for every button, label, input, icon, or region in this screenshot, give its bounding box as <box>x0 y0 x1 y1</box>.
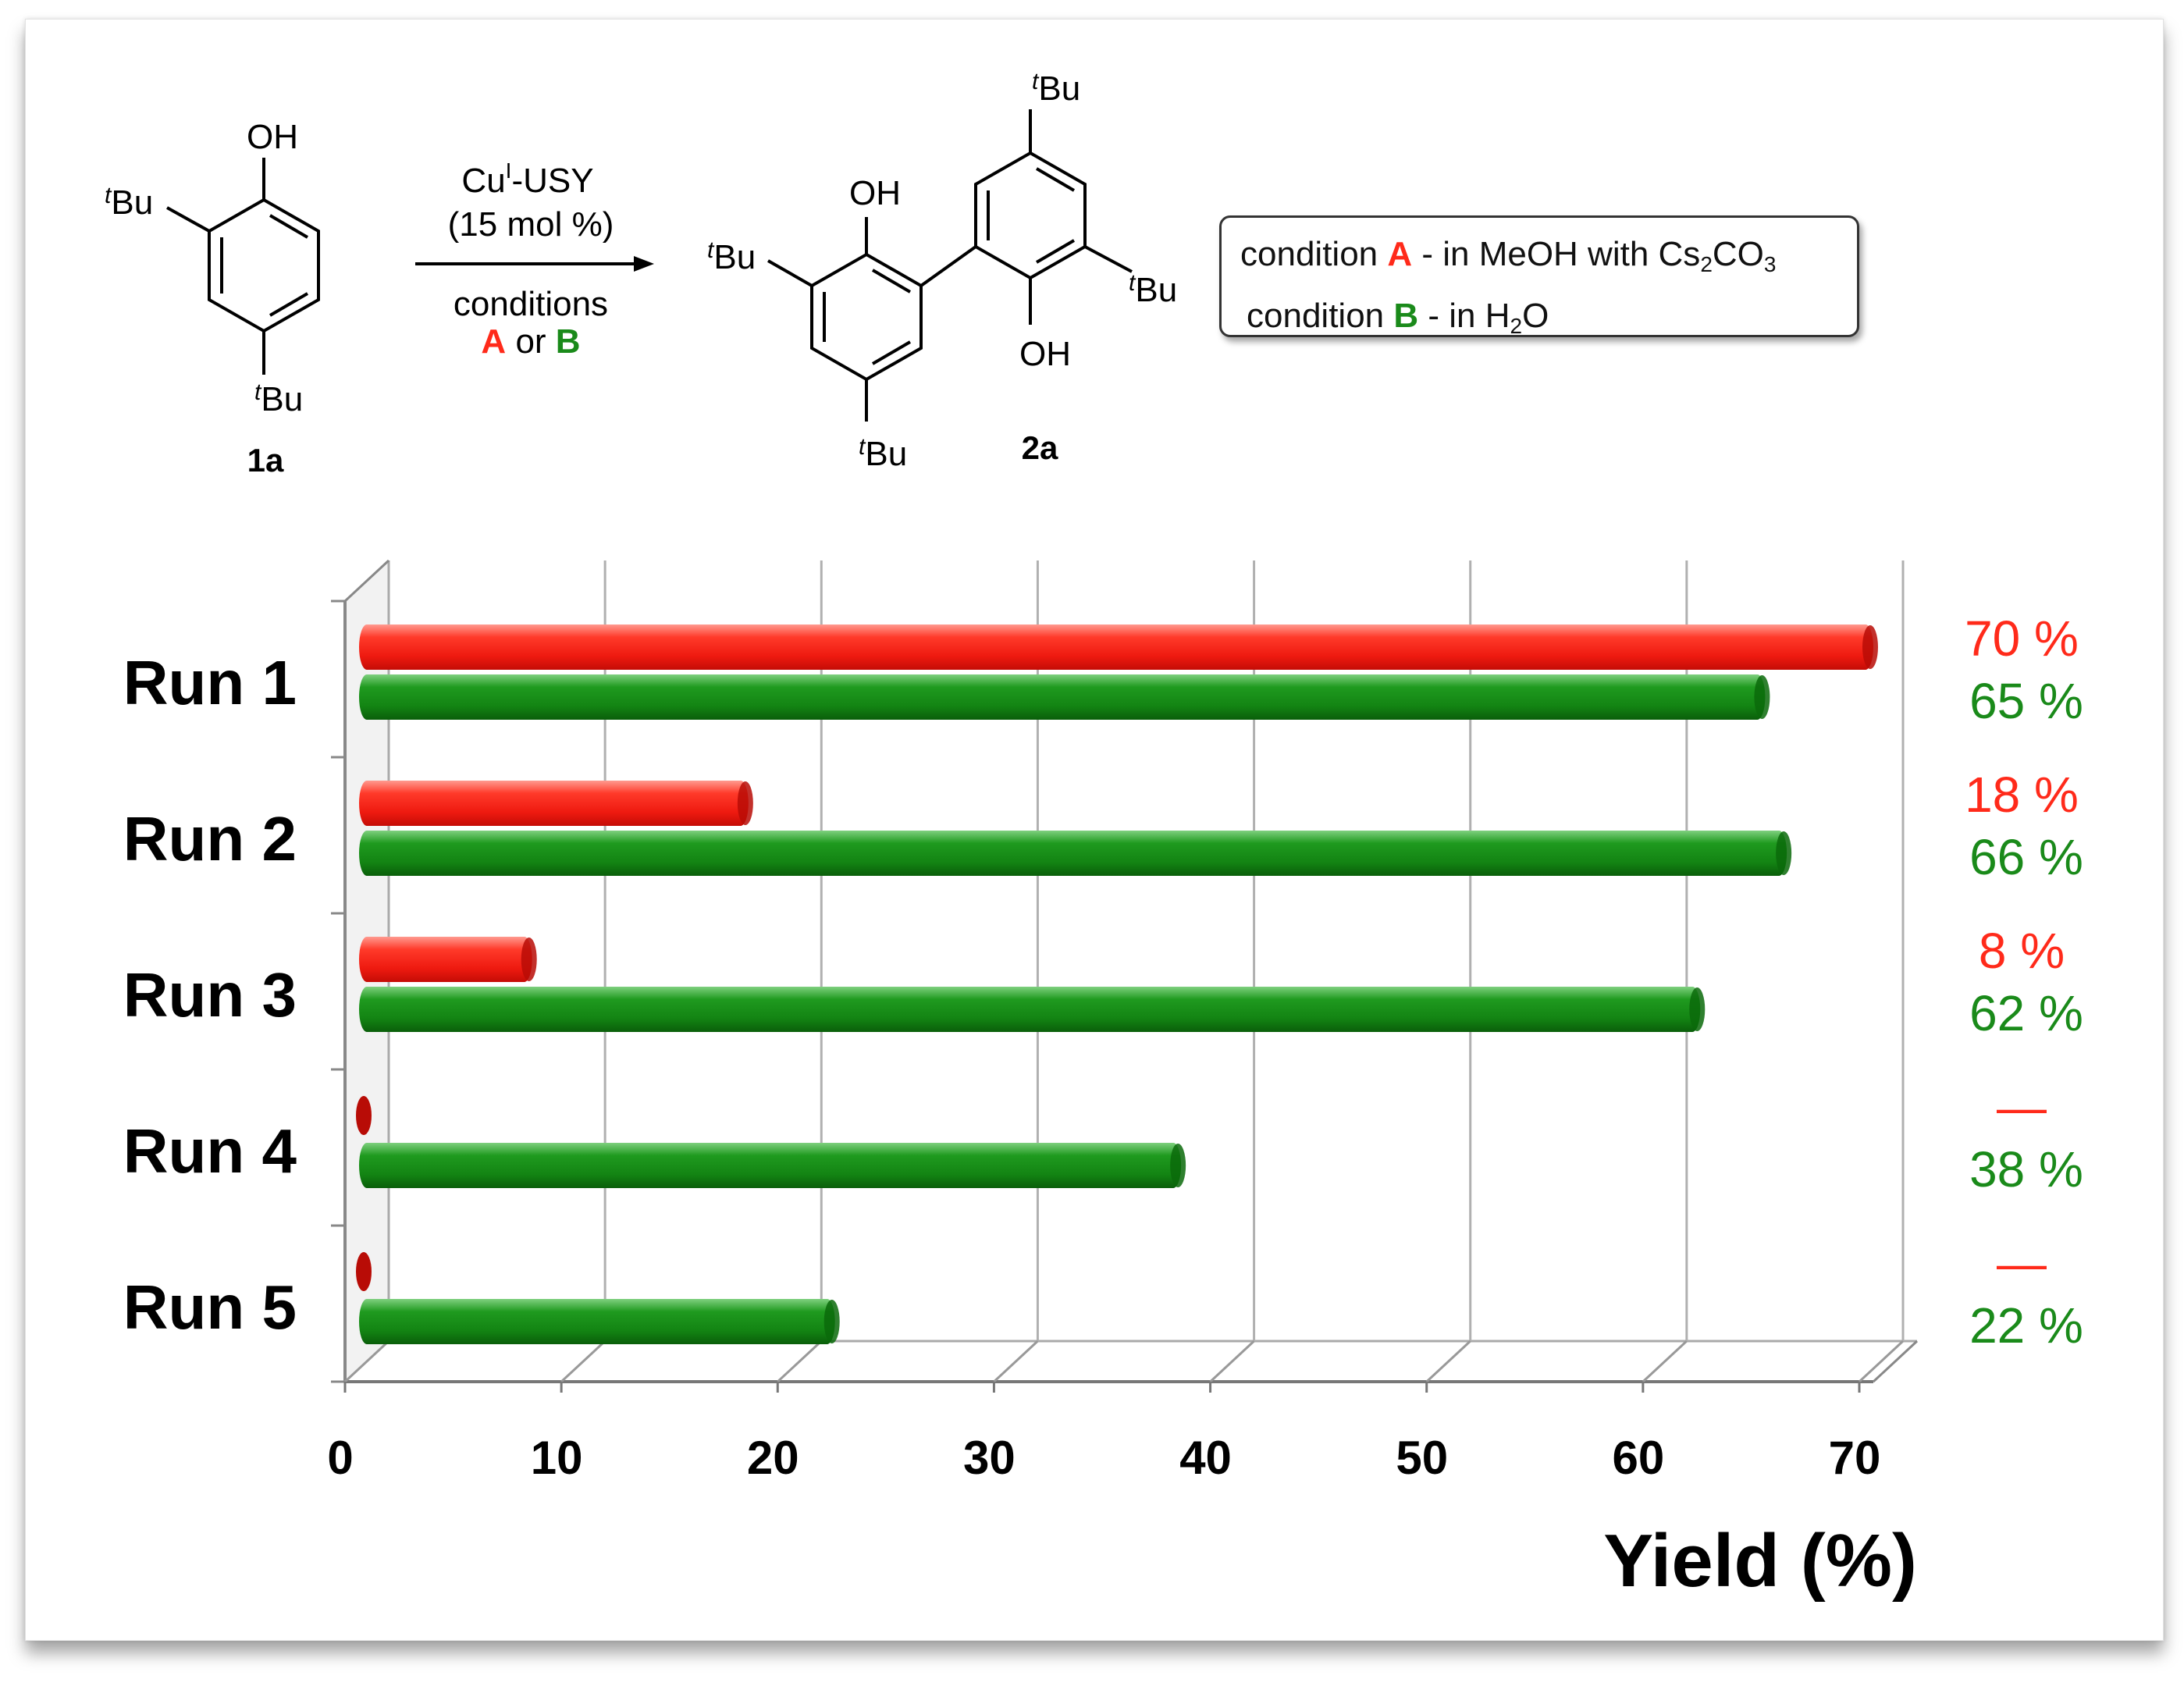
catalyst-loading: (15 mol %) <box>448 205 614 244</box>
value-label-condition-a: — <box>1997 1079 2047 1135</box>
value-label-condition-a: 18 % <box>1965 767 2079 823</box>
product-ring-right <box>974 151 1087 280</box>
x-tick-label: 60 <box>1612 1432 1664 1484</box>
bar-run-5-condition-a <box>356 1252 372 1291</box>
product-structure <box>767 109 1133 422</box>
reactant-label: 1a <box>247 442 284 479</box>
bar-run-4-condition-b <box>359 1143 1182 1188</box>
gridline-floor <box>1425 1340 1471 1383</box>
conditions-label: conditions <box>454 285 608 323</box>
value-label-condition-a: — <box>1997 1235 2047 1291</box>
reactant-benzene-ring <box>208 197 320 333</box>
bar-end-cap <box>1776 831 1792 875</box>
y-category-label: Run 4 <box>123 1116 297 1186</box>
conditions-options: A or B <box>481 322 580 361</box>
gridline-floor <box>993 1340 1039 1383</box>
bar-run-5-condition-b <box>359 1299 835 1344</box>
product-tbu-label-4: tBu <box>859 434 907 473</box>
value-label-condition-b: 62 % <box>1969 985 2083 1041</box>
bar-run-3-condition-a <box>359 937 532 982</box>
product-oh-label-2: OH <box>1019 335 1071 373</box>
x-tick-label: 10 <box>531 1432 583 1484</box>
chart-tick-labels: 0 10 20 30 40 50 60 70 <box>327 1432 1880 1484</box>
gridline-floor <box>1209 1340 1255 1383</box>
bar-end-cap <box>1862 625 1878 669</box>
y-category-label: Run 2 <box>123 804 297 874</box>
chart-value-labels: 70 % 65 % 18 % 66 % 8 % 62 % — 38 % — 22 % <box>1965 610 2083 1354</box>
reactant-inner-bond-1 <box>269 214 309 239</box>
product-tbu-label-2: tBu <box>707 237 756 276</box>
bar-run-2-condition-b <box>359 831 1787 876</box>
bar-run-1-condition-a <box>359 624 1873 670</box>
bar-run-1-condition-b <box>359 674 1766 720</box>
value-label-condition-b: 65 % <box>1969 673 2083 729</box>
y-category-label: Run 5 <box>123 1272 297 1342</box>
legend-condition-a: condition A - in MeOH with Cs2CO3 <box>1240 235 1777 276</box>
reactant-bond-tbu-1 <box>166 206 210 233</box>
chart-category-labels: Run 1 Run 2 Run 3 Run 4 Run 5 <box>123 648 297 1342</box>
x-tick-label: 20 <box>747 1432 799 1484</box>
x-axis-right-edge <box>1872 1340 1919 1383</box>
catalyst-label: CuI-USY <box>461 158 593 200</box>
value-label-condition-a: 70 % <box>1965 610 2079 667</box>
gridline-floor <box>343 1340 390 1383</box>
bar-run-3-condition-b <box>359 987 1701 1032</box>
value-label-condition-b: 66 % <box>1969 829 2083 885</box>
value-label-condition-b: 38 % <box>1969 1141 2083 1197</box>
legend-condition-b: condition B - in H2O <box>1247 297 1549 338</box>
bar-end-cap <box>521 938 537 981</box>
product-oh-label-1: OH <box>849 174 901 212</box>
x-tick-label: 0 <box>327 1432 353 1484</box>
product-label: 2a <box>1022 429 1058 466</box>
reactant-structure <box>166 158 320 375</box>
conditions-legend: condition A - in MeOH with Cs2CO3 condit… <box>1219 215 1859 338</box>
reactant-tbu-label-2: tBu <box>254 379 303 418</box>
value-label-condition-b: 22 % <box>1969 1297 2083 1354</box>
product-bond-tbu-right <box>1084 245 1133 273</box>
bar-run-2-condition-a <box>359 781 749 826</box>
gridline-floor <box>777 1340 823 1383</box>
bar-end-cap <box>1754 675 1770 719</box>
gridline-floor <box>1858 1340 1905 1383</box>
bar-end-cap <box>823 1300 840 1343</box>
x-tick-label: 70 <box>1829 1432 1881 1484</box>
product-biaryl-bond <box>919 245 977 287</box>
product-ring-left <box>810 252 923 382</box>
value-label-condition-a: 8 % <box>1979 923 2065 979</box>
x-tick-label: 50 <box>1396 1432 1448 1484</box>
product-tbu-label-3: tBu <box>1129 270 1177 309</box>
x-axis-title: Yield (%) <box>1603 1519 1917 1603</box>
gridline-floor <box>1642 1340 1688 1383</box>
chart-bars <box>356 624 1878 1344</box>
y-category-label: Run 1 <box>123 648 297 717</box>
reactant-inner-bond-2 <box>269 292 309 317</box>
bar-end-cap <box>1689 987 1706 1031</box>
product-bond-tbu-left <box>767 259 813 287</box>
reactant-oh-label: OH <box>247 118 298 156</box>
x-tick-label: 40 <box>1179 1432 1232 1484</box>
gridline-floor <box>560 1340 606 1383</box>
y-axis-top-edge <box>343 559 390 603</box>
product-tbu-label-1: tBu <box>1032 69 1080 108</box>
x-tick-label: 30 <box>963 1432 1016 1484</box>
bar-run-4-condition-a <box>356 1096 372 1135</box>
bar-end-cap <box>737 781 753 825</box>
y-category-label: Run 3 <box>123 960 297 1030</box>
bar-end-cap <box>1170 1144 1186 1187</box>
reaction-arrowhead <box>634 256 654 272</box>
reactant-tbu-label-1: tBu <box>105 183 153 222</box>
